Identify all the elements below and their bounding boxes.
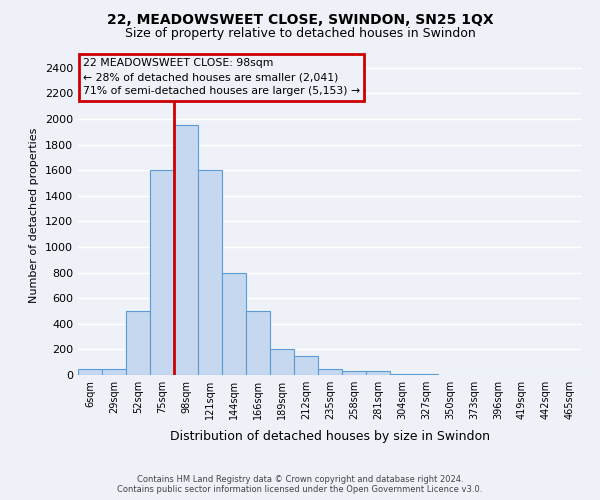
- Text: 22, MEADOWSWEET CLOSE, SWINDON, SN25 1QX: 22, MEADOWSWEET CLOSE, SWINDON, SN25 1QX: [107, 12, 493, 26]
- Bar: [414, 374, 438, 375]
- Bar: [318, 368, 342, 375]
- Bar: [294, 356, 318, 375]
- Text: 22 MEADOWSWEET CLOSE: 98sqm
← 28% of detached houses are smaller (2,041)
71% of : 22 MEADOWSWEET CLOSE: 98sqm ← 28% of det…: [83, 58, 360, 96]
- Bar: [246, 311, 270, 375]
- Bar: [102, 368, 126, 375]
- Bar: [126, 311, 150, 375]
- Y-axis label: Number of detached properties: Number of detached properties: [29, 128, 40, 302]
- Bar: [78, 368, 102, 375]
- Bar: [366, 371, 390, 375]
- Text: Contains HM Land Registry data © Crown copyright and database right 2024.
Contai: Contains HM Land Registry data © Crown c…: [118, 474, 482, 494]
- Text: Size of property relative to detached houses in Swindon: Size of property relative to detached ho…: [125, 28, 475, 40]
- Bar: [342, 371, 366, 375]
- Bar: [390, 374, 414, 375]
- Bar: [270, 350, 294, 375]
- X-axis label: Distribution of detached houses by size in Swindon: Distribution of detached houses by size …: [170, 430, 490, 444]
- Bar: [222, 272, 246, 375]
- Bar: [198, 170, 222, 375]
- Bar: [150, 170, 174, 375]
- Bar: [174, 126, 198, 375]
